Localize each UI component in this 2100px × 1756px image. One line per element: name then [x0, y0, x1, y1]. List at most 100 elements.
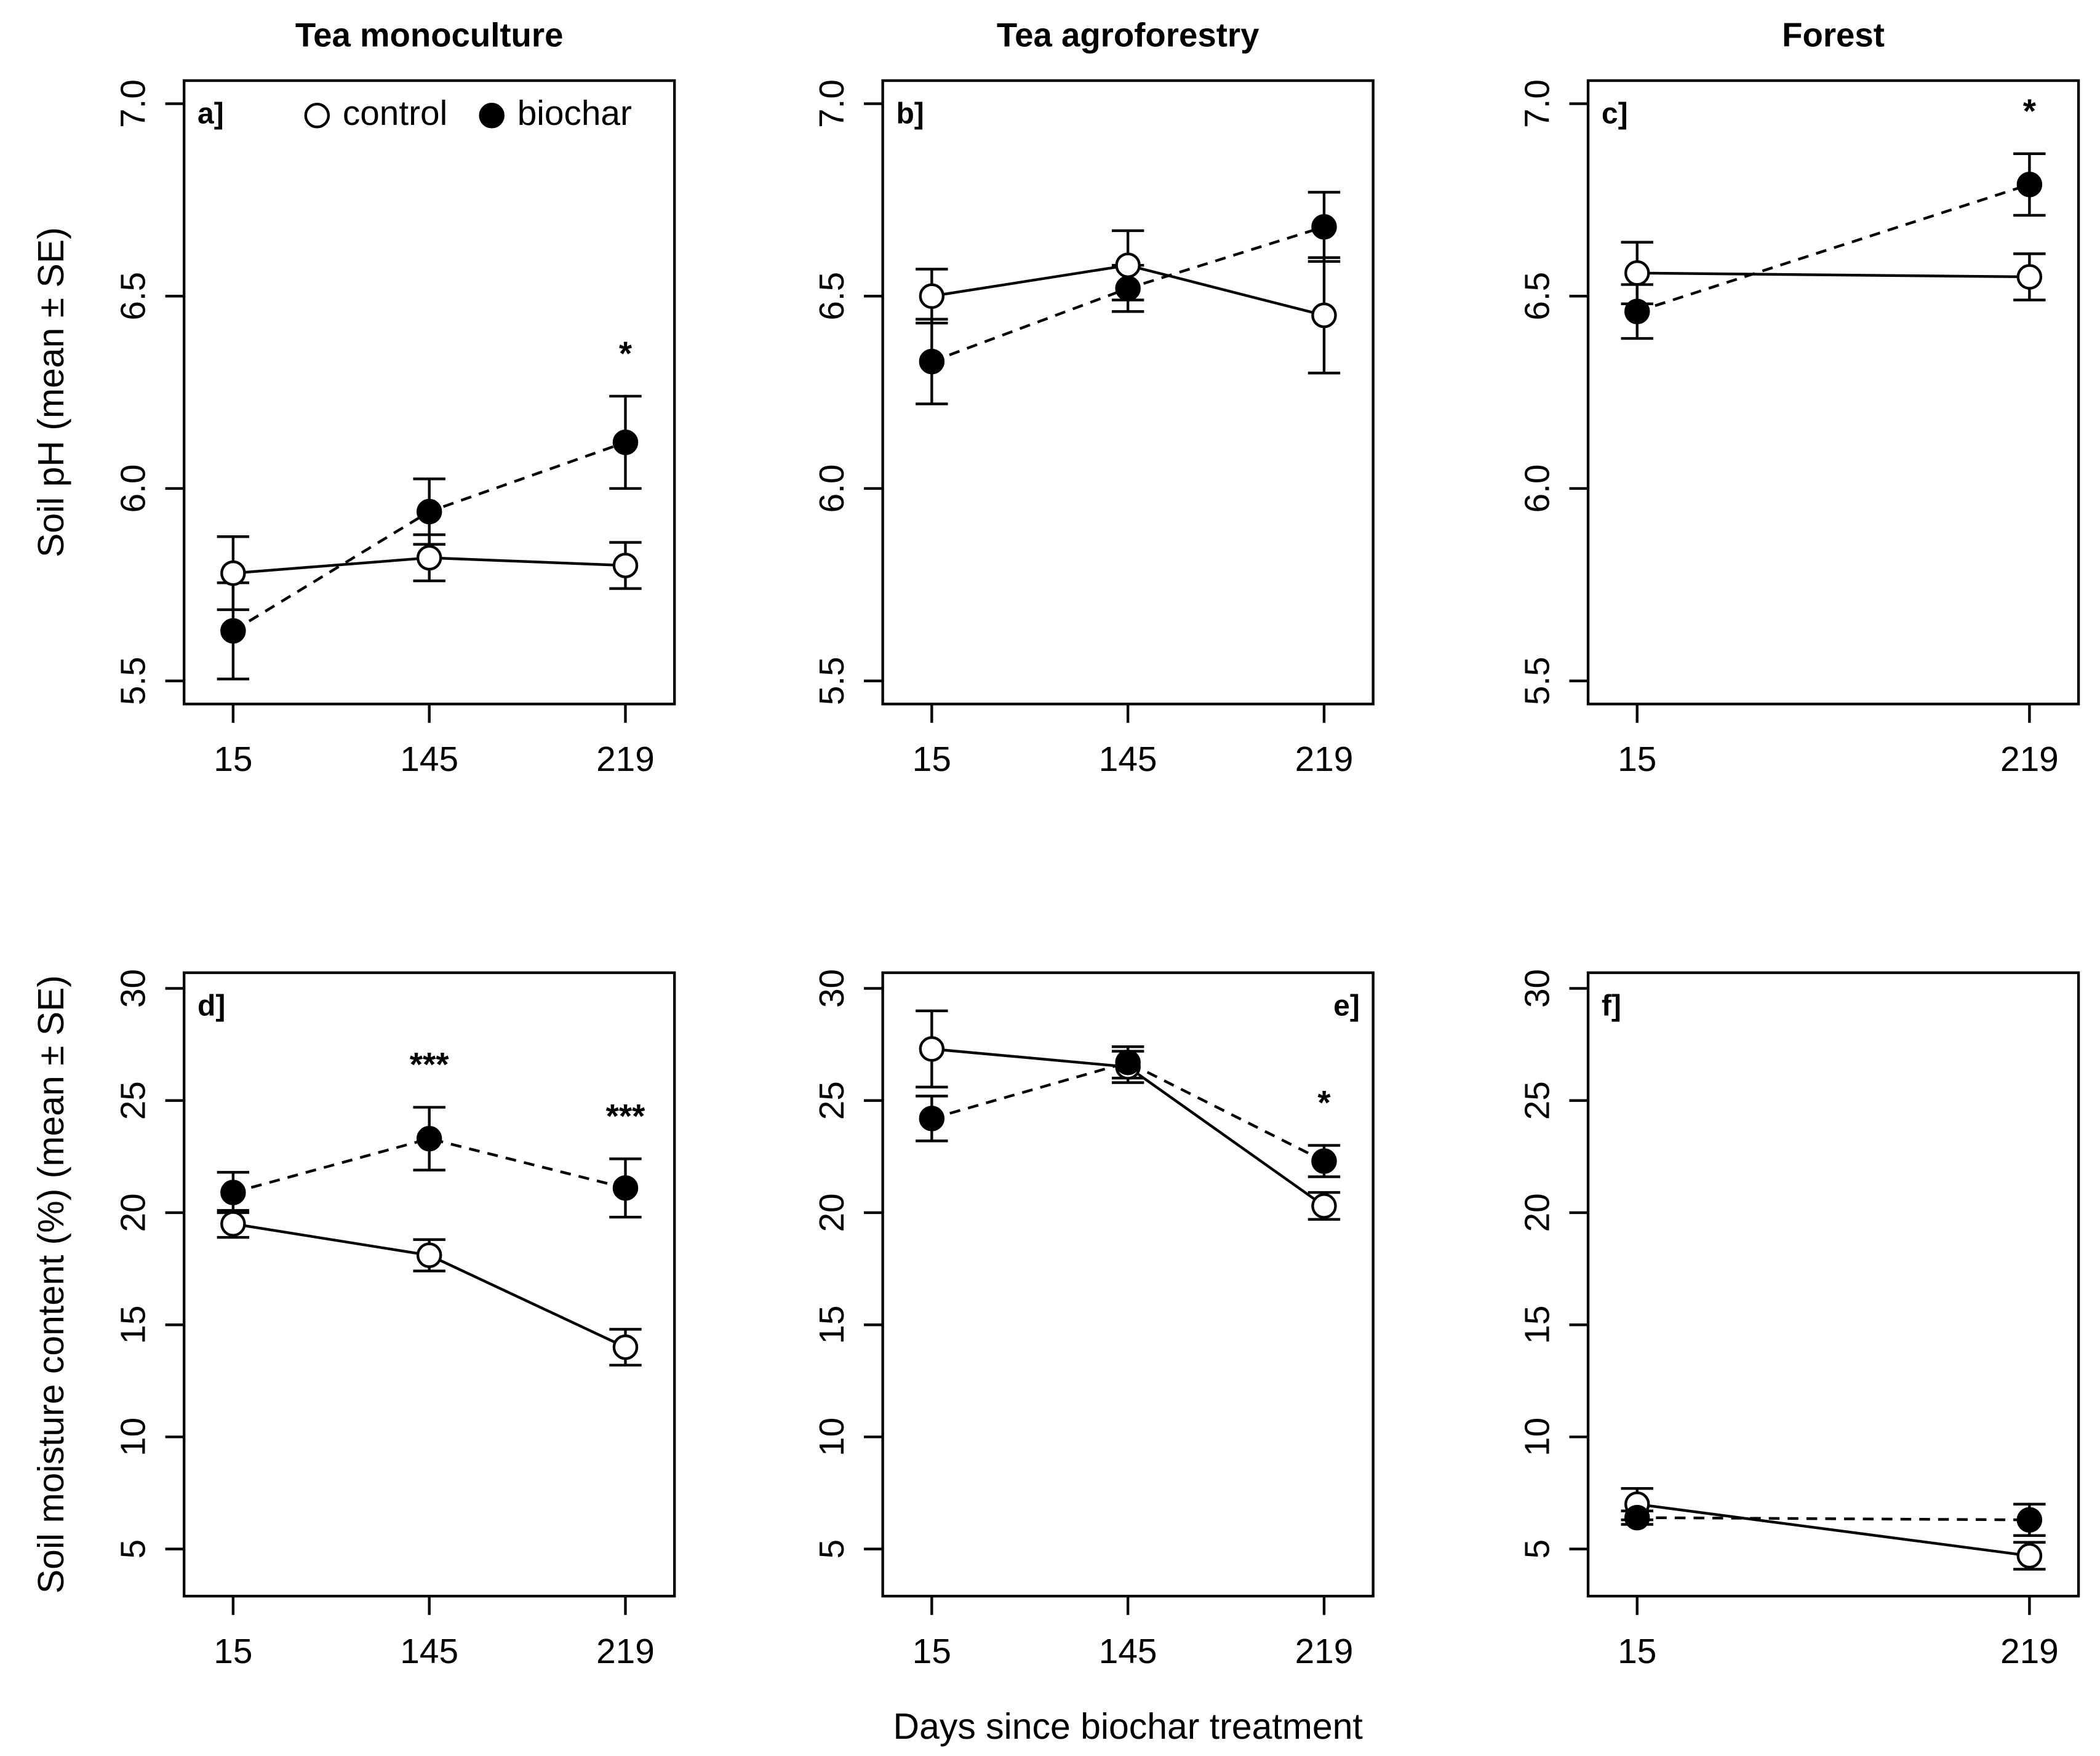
y-axis-label: Soil pH (mean ± SE) — [31, 227, 71, 557]
data-point — [919, 1036, 945, 1062]
data-point — [1311, 1148, 1337, 1174]
x-tick-label: 15 — [214, 1632, 252, 1671]
y-tick-label: 20 — [1518, 1193, 1557, 1232]
data-point — [919, 348, 945, 375]
plot-frame — [1586, 79, 2080, 706]
data-point — [416, 545, 442, 571]
panel-label: f] — [1602, 989, 1621, 1022]
data-point — [1115, 276, 1141, 301]
data-point — [220, 1179, 246, 1205]
data-point — [416, 1242, 442, 1268]
data-point — [1311, 302, 1337, 329]
panel-label: e] — [1333, 989, 1360, 1022]
data-point — [919, 283, 945, 309]
data-point — [2016, 1542, 2043, 1569]
series-line — [1637, 1516, 2030, 1522]
y-tick-label: 7.0 — [813, 79, 852, 128]
x-tick-label: 15 — [1618, 740, 1656, 779]
data-point — [2016, 172, 2043, 198]
x-tick-label: 219 — [2000, 740, 2059, 779]
legend-marker — [304, 103, 330, 129]
x-tick-label: 219 — [1295, 1632, 1354, 1671]
data-point — [416, 498, 442, 525]
panel-title: Forest — [1782, 17, 1885, 54]
legend-label: biochar — [517, 94, 632, 133]
y-tick-label: 10 — [813, 1418, 852, 1456]
y-tick-label: 5 — [114, 1539, 153, 1559]
x-tick-label: 145 — [1099, 1632, 1157, 1671]
data-point — [220, 1211, 246, 1237]
significance-label: *** — [606, 1097, 645, 1135]
y-tick-label: 6.5 — [1518, 272, 1557, 321]
y-tick-label: 30 — [114, 969, 153, 1008]
x-tick-label: 145 — [400, 1632, 458, 1671]
x-tick-label: 219 — [596, 1632, 655, 1671]
data-point — [220, 560, 246, 586]
x-tick-label: 15 — [912, 740, 951, 779]
panel-title: Tea monoculture — [295, 17, 564, 54]
plot-frame — [1586, 971, 2080, 1598]
y-tick-label: 6.5 — [813, 272, 852, 321]
data-point — [1624, 260, 1650, 286]
y-tick-label: 7.0 — [1518, 79, 1557, 128]
panel-label: a] — [198, 97, 224, 130]
y-tick-label: 5.5 — [114, 657, 153, 705]
legend-label: control — [343, 94, 447, 133]
y-tick-label: 20 — [813, 1193, 852, 1232]
y-tick-label: 15 — [114, 1306, 153, 1344]
x-tick-label: 219 — [2000, 1632, 2059, 1671]
y-tick-label: 15 — [813, 1306, 852, 1344]
data-point — [919, 1106, 945, 1131]
data-point — [612, 1334, 639, 1360]
y-tick-label: 5.5 — [1518, 657, 1557, 705]
y-tick-label: 6.0 — [114, 465, 153, 513]
data-point — [1624, 298, 1650, 325]
series-line — [1637, 183, 2030, 313]
data-point — [612, 553, 639, 578]
x-axis-label: Days since biochar treatment — [893, 1707, 1363, 1747]
y-tick-label: 5.5 — [813, 657, 852, 705]
x-tick-label: 219 — [1295, 740, 1354, 779]
data-point — [2016, 264, 2043, 290]
y-tick-label: 15 — [1518, 1306, 1557, 1344]
y-tick-label: 6.5 — [114, 272, 153, 321]
series-line — [1637, 1503, 2030, 1557]
legend-marker — [479, 103, 505, 129]
data-point — [416, 1125, 442, 1152]
y-tick-label: 6.0 — [813, 465, 852, 513]
y-tick-label: 10 — [1518, 1418, 1557, 1456]
data-point — [220, 618, 246, 644]
data-point — [612, 429, 639, 455]
x-tick-label: 15 — [1618, 1632, 1656, 1671]
x-tick-label: 145 — [400, 740, 458, 779]
x-tick-label: 145 — [1099, 740, 1157, 779]
y-axis-label: Soil moisture content (%) (mean ± SE) — [31, 975, 71, 1594]
data-point — [1115, 252, 1141, 278]
y-tick-label: 20 — [114, 1193, 153, 1232]
panel-label: c] — [1602, 97, 1628, 130]
series-line — [1637, 271, 2030, 279]
data-point — [1624, 1504, 1650, 1531]
y-tick-label: 6.0 — [1518, 465, 1557, 513]
significance-label: * — [619, 335, 633, 372]
y-tick-label: 5 — [1518, 1539, 1557, 1559]
data-point — [2016, 1507, 2043, 1533]
significance-label: * — [1317, 1084, 1331, 1121]
data-point — [1311, 214, 1337, 240]
data-point — [1311, 1193, 1337, 1219]
y-tick-label: 5 — [813, 1539, 852, 1559]
y-tick-label: 25 — [1518, 1081, 1557, 1120]
y-tick-label: 25 — [813, 1081, 852, 1120]
y-tick-label: 30 — [1518, 969, 1557, 1008]
significance-label: * — [2023, 92, 2037, 130]
data-point — [1115, 1049, 1141, 1076]
significance-label: *** — [410, 1046, 449, 1084]
y-tick-label: 25 — [114, 1081, 153, 1120]
y-tick-label: 30 — [813, 969, 852, 1008]
x-tick-label: 15 — [214, 740, 252, 779]
x-tick-label: 219 — [596, 740, 655, 779]
panel-label: d] — [198, 989, 225, 1022]
x-tick-label: 15 — [912, 1632, 951, 1671]
y-tick-label: 7.0 — [114, 79, 153, 128]
